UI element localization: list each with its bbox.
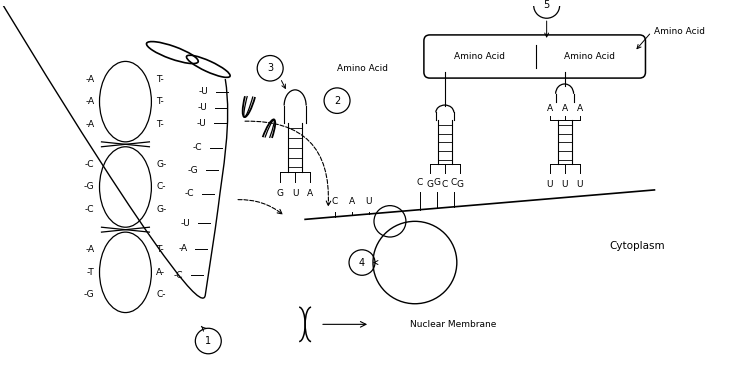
Text: U: U [546, 180, 553, 188]
Text: C: C [441, 180, 448, 188]
Text: -C: -C [193, 143, 202, 152]
Text: U: U [576, 180, 583, 188]
Text: T-: T- [157, 75, 164, 84]
Text: Cytoplasm: Cytoplasm [610, 241, 665, 251]
Text: A-: A- [157, 268, 165, 277]
Text: -A: -A [178, 244, 187, 253]
Text: A: A [577, 104, 583, 113]
Text: T-: T- [157, 120, 164, 128]
Text: C-: C- [157, 183, 166, 191]
Text: A: A [349, 197, 355, 206]
Text: -A: -A [86, 75, 94, 84]
Text: -G: -G [84, 290, 94, 299]
Text: Nuclear Membrane: Nuclear Membrane [410, 320, 496, 329]
Text: G: G [433, 178, 441, 186]
Text: -G: -G [84, 183, 94, 191]
Text: Amino Acid: Amino Acid [654, 27, 706, 36]
Text: -G: -G [187, 166, 198, 175]
Text: A: A [307, 190, 313, 198]
Text: G: G [456, 180, 463, 188]
Text: T-: T- [157, 245, 164, 254]
Text: 5: 5 [544, 0, 550, 11]
Text: C: C [417, 178, 423, 186]
Text: -C: -C [184, 190, 194, 198]
Text: A: A [561, 104, 568, 113]
Text: A: A [547, 104, 553, 113]
Text: 3: 3 [267, 63, 273, 73]
FancyArrowPatch shape [238, 200, 282, 214]
Text: U: U [366, 197, 373, 206]
FancyArrowPatch shape [245, 121, 331, 205]
Text: C-: C- [157, 290, 166, 299]
Text: -U: -U [198, 103, 207, 112]
Text: G-: G- [157, 160, 167, 169]
Text: Amino Acid: Amino Acid [337, 64, 388, 73]
Text: -U: -U [181, 219, 190, 228]
Text: 2: 2 [334, 96, 340, 106]
Text: G: G [277, 190, 284, 198]
Text: U: U [561, 180, 568, 188]
Text: G-: G- [157, 205, 167, 214]
Text: C: C [451, 178, 457, 186]
Text: -C: -C [173, 271, 183, 280]
Text: 1: 1 [205, 336, 212, 346]
Text: -C: -C [85, 205, 94, 214]
Text: -A: -A [86, 120, 94, 128]
Text: -U: -U [197, 119, 206, 128]
Text: -C: -C [85, 160, 94, 169]
Text: -A: -A [86, 97, 94, 106]
Text: -U: -U [198, 87, 209, 96]
Text: C: C [332, 197, 338, 206]
Text: U: U [292, 190, 299, 198]
Text: -A: -A [86, 245, 94, 254]
Text: Amino Acid: Amino Acid [455, 52, 505, 61]
Text: Amino Acid: Amino Acid [564, 52, 615, 61]
Text: -T: -T [87, 268, 94, 277]
Text: 4: 4 [359, 258, 365, 268]
Text: T-: T- [157, 97, 164, 106]
Text: G: G [426, 180, 433, 188]
